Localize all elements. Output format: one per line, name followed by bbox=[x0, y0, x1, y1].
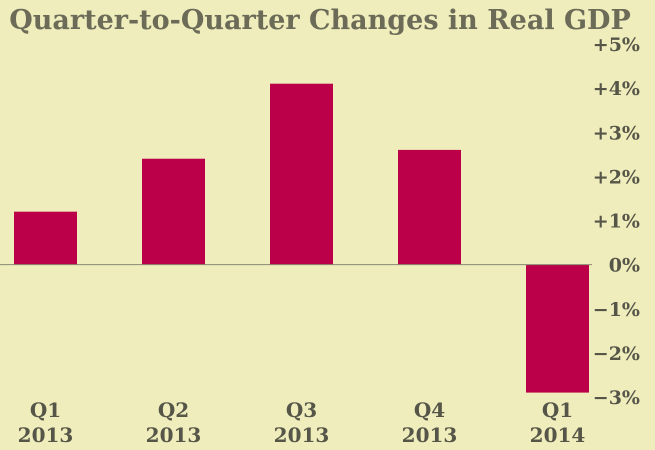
bar-q4-2013 bbox=[398, 149, 461, 265]
y-tick-label: −2% bbox=[593, 343, 640, 365]
y-tick-label: −3% bbox=[593, 387, 640, 409]
category-quarter-label: Q4 bbox=[414, 398, 445, 422]
y-tick-label: +5% bbox=[593, 34, 640, 56]
category-quarter-label: Q1 bbox=[542, 398, 573, 422]
category-year-label: 2014 bbox=[530, 423, 586, 447]
category-year-label: 2013 bbox=[402, 423, 458, 447]
bar-q1-2013 bbox=[14, 211, 77, 265]
bar-q1-2014 bbox=[526, 264, 589, 393]
category-quarter-label: Q1 bbox=[30, 398, 61, 422]
category-year-label: 2013 bbox=[274, 423, 330, 447]
category-year-label: 2013 bbox=[18, 423, 74, 447]
bar-q3-2013 bbox=[270, 83, 333, 265]
y-tick-label: +2% bbox=[593, 166, 640, 188]
y-tick-label: −1% bbox=[593, 299, 640, 321]
category-quarter-label: Q2 bbox=[158, 398, 189, 422]
y-tick-label: +3% bbox=[593, 122, 640, 144]
y-tick-labels: +5% +4% +3% +2% +1% 0% −1% −2% −3% bbox=[593, 34, 640, 409]
chart-title: Quarter-to-Quarter Changes in Real GDP bbox=[9, 5, 631, 36]
y-tick-label: +1% bbox=[593, 211, 640, 233]
y-tick-label: 0% bbox=[609, 255, 640, 277]
category-quarter-label: Q3 bbox=[286, 398, 317, 422]
y-tick-label: +4% bbox=[593, 78, 640, 100]
bars-layer bbox=[14, 83, 589, 393]
bar-q2-2013 bbox=[142, 158, 205, 265]
category-year-label: 2013 bbox=[146, 423, 202, 447]
